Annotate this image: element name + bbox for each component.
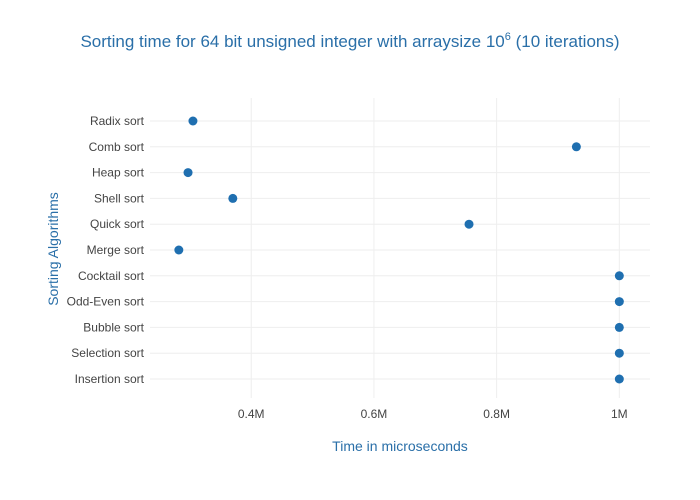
y-tick-label: Insertion sort [75, 372, 145, 386]
y-tick-label: Shell sort [94, 191, 145, 205]
data-point [464, 219, 474, 229]
data-point [228, 193, 238, 203]
y-tick-label: Heap sort [92, 166, 145, 180]
x-tick-labels: 0.4M 0.6M 0.8M 1M [238, 407, 628, 421]
x-tick-label: 0.4M [238, 407, 265, 421]
y-tick-labels: Radix sort Comb sort Heap sort Shell sort Qu… [67, 114, 145, 386]
chart-title-superscript: 6 [504, 31, 511, 43]
data-point [614, 297, 624, 307]
x-tick-label: 1M [611, 407, 628, 421]
y-tick-label: Comb sort [89, 140, 145, 154]
y-axis-label: Sorting Algorithms [45, 192, 61, 306]
x-tick-label: 0.6M [361, 407, 388, 421]
data-points [174, 116, 624, 384]
x-axis-label: Time in microseconds [332, 438, 468, 454]
y-tick-label: Bubble sort [83, 320, 144, 334]
data-point [614, 348, 624, 358]
chart-title-suffix: (10 iterations) [510, 32, 620, 51]
data-point [188, 116, 198, 126]
data-point [183, 168, 193, 178]
y-tick-label: Radix sort [90, 114, 145, 128]
y-tick-label: Selection sort [71, 346, 144, 360]
data-point [614, 322, 624, 332]
data-point [614, 374, 624, 384]
y-tick-label: Merge sort [87, 243, 145, 257]
x-tick-label: 0.8M [483, 407, 510, 421]
grid-lines [150, 98, 650, 398]
y-tick-label: Quick sort [90, 217, 145, 231]
data-point [614, 271, 624, 281]
chart-title-main: Sorting time for 64 bit unsigned integer… [80, 32, 505, 51]
data-point [174, 245, 184, 255]
data-point [571, 142, 581, 152]
y-tick-label: Cocktail sort [78, 269, 145, 283]
y-tick-label: Odd-Even sort [67, 295, 145, 309]
chart-title: Sorting time for 64 bit unsigned integer… [0, 32, 700, 52]
